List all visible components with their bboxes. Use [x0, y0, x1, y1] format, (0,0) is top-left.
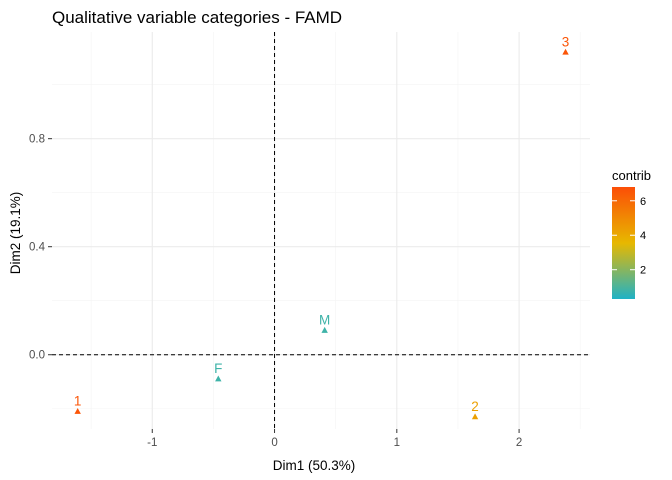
point-label: M — [319, 312, 330, 327]
x-tick-label: -1 — [147, 437, 157, 449]
x-axis-ticks: -1 0 1 2 — [147, 429, 522, 449]
reference-lines — [52, 32, 590, 429]
y-tick-label: 0.0 — [29, 350, 45, 362]
triangle-marker — [215, 375, 222, 382]
y-axis-ticks: 0.0 0.4 0.8 — [29, 134, 52, 362]
triangle-marker — [471, 413, 479, 420]
data-points: 3 M F 1 2 — [74, 34, 570, 420]
x-tick-label: 0 — [271, 437, 277, 449]
plot-area: 3 M F 1 2 — [52, 32, 590, 429]
triangle-marker — [562, 48, 569, 55]
y-axis-label: Dim2 (19.1%) — [8, 192, 23, 275]
legend-tick-label: 4 — [640, 230, 646, 242]
legend-tick-label: 2 — [640, 265, 646, 277]
legend-tick-label: 6 — [640, 196, 646, 208]
point-3: 3 — [562, 34, 570, 55]
y-tick-label: 0.4 — [29, 242, 46, 254]
point-label: 3 — [562, 34, 570, 49]
legend-color-bar — [612, 187, 635, 299]
legend: contrib 2 4 6 — [612, 168, 651, 299]
point-f: F — [214, 361, 222, 382]
chart-title: Qualitative variable categories - FAMD — [52, 8, 342, 27]
x-tick-label: 2 — [516, 437, 522, 449]
y-tick-label: 0.8 — [29, 134, 45, 146]
triangle-marker — [74, 407, 81, 414]
point-label: F — [214, 361, 222, 376]
point-label: 2 — [471, 399, 479, 414]
point-2: 2 — [471, 399, 479, 420]
legend-title: contrib — [612, 168, 651, 183]
triangle-marker — [321, 326, 328, 333]
grid — [52, 32, 590, 429]
x-axis-label: Dim1 (50.3%) — [273, 458, 356, 473]
point-label: 1 — [74, 393, 82, 408]
point-1: 1 — [74, 393, 82, 414]
x-tick-label: 1 — [394, 437, 400, 449]
point-m: M — [319, 312, 330, 333]
legend-ticks: 2 4 6 — [612, 196, 646, 277]
